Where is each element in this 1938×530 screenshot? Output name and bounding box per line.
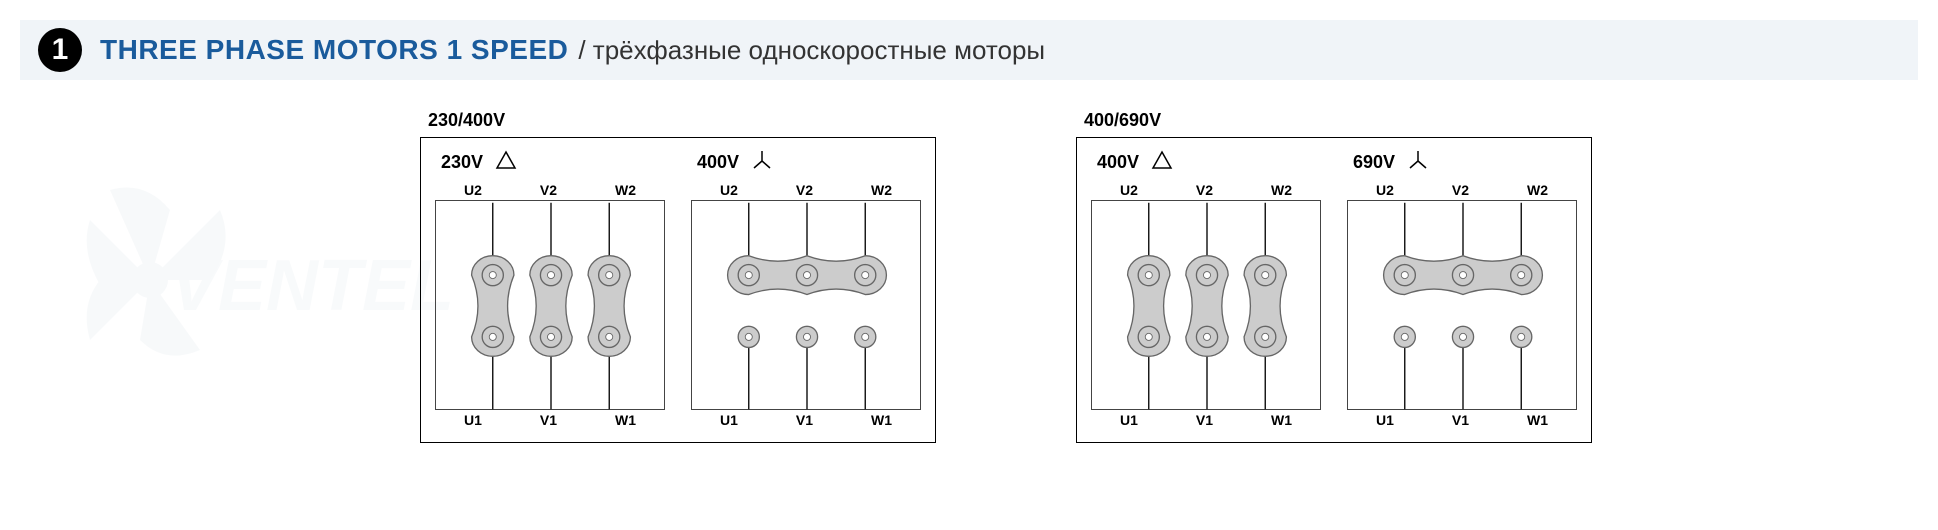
section-number-badge: 1 [38, 28, 82, 72]
config-voltage-label: 230V [441, 152, 483, 173]
terminal-label: U2 [720, 182, 738, 198]
terminal-label: U1 [720, 412, 738, 428]
terminal-box [1091, 200, 1321, 410]
delta-icon [1151, 150, 1173, 170]
voltage-group: 400/690V 400V U2 V2 W2 U1 V1 W1 690V U2 V2 W2 U1 V1 W1 [1076, 110, 1592, 443]
terminal-label: U1 [1120, 412, 1138, 428]
config-voltage-label: 690V [1353, 152, 1395, 173]
terminal-label: W2 [1271, 182, 1292, 198]
wiring-config: 230V U2 V2 W2 U1 V1 W1 [435, 148, 665, 428]
bottom-terminal-labels: U1 V1 W1 [1091, 412, 1321, 428]
terminal-label: W1 [615, 412, 636, 428]
terminal-label: V1 [540, 412, 557, 428]
config-header: 230V [441, 148, 665, 176]
star-icon [751, 149, 773, 176]
terminal-label: W1 [1271, 412, 1292, 428]
group-voltage-label: 230/400V [428, 110, 936, 131]
terminal-label: V1 [796, 412, 813, 428]
terminal-label: W2 [871, 182, 892, 198]
header-bar: 1 THREE PHASE MOTORS 1 SPEED / трёхфазны… [20, 20, 1918, 80]
config-header: 400V [1097, 148, 1321, 176]
terminal-label: U2 [464, 182, 482, 198]
bottom-terminal-labels: U1 V1 W1 [691, 412, 921, 428]
top-terminal-labels: U2 V2 W2 [1091, 182, 1321, 198]
terminal-label: W1 [871, 412, 892, 428]
group-voltage-label: 400/690V [1084, 110, 1592, 131]
terminal-box [691, 200, 921, 410]
watermark: VENTEL [60, 150, 480, 410]
group-outer-box: 400V U2 V2 W2 U1 V1 W1 690V U2 V2 W2 U1 V1 W1 [1076, 137, 1592, 443]
config-header: 690V [1353, 148, 1577, 176]
wiring-config: 400V U2 V2 W2 U1 V1 W1 [1091, 148, 1321, 428]
title-russian: / трёхфазные односкоростные моторы [578, 35, 1045, 66]
bottom-terminal-labels: U1 V1 W1 [1347, 412, 1577, 428]
title-english: THREE PHASE MOTORS 1 SPEED [100, 34, 568, 66]
terminal-label: V2 [540, 182, 557, 198]
top-terminal-labels: U2 V2 W2 [435, 182, 665, 198]
terminal-label: W2 [1527, 182, 1548, 198]
top-terminal-labels: U2 V2 W2 [1347, 182, 1577, 198]
terminal-label: U1 [1376, 412, 1394, 428]
terminal-label: U2 [1376, 182, 1394, 198]
diagrams-row: VENTEL 230/400V 230V U2 V2 W2 U1 V1 W1 400V U2 V2 W… [20, 110, 1918, 443]
terminal-label: V2 [796, 182, 813, 198]
star-icon [751, 149, 773, 171]
svg-text:VENTEL: VENTEL [170, 246, 454, 326]
terminal-label: V1 [1196, 412, 1213, 428]
terminal-label: V1 [1452, 412, 1469, 428]
terminal-box [435, 200, 665, 410]
terminal-label: W1 [1527, 412, 1548, 428]
delta-icon [495, 150, 517, 175]
delta-icon [1151, 150, 1173, 175]
terminal-box [1347, 200, 1577, 410]
terminal-label: V2 [1196, 182, 1213, 198]
config-voltage-label: 400V [1097, 152, 1139, 173]
terminal-label: W2 [615, 182, 636, 198]
top-terminal-labels: U2 V2 W2 [691, 182, 921, 198]
star-icon [1407, 149, 1429, 176]
terminal-label: V2 [1452, 182, 1469, 198]
star-icon [1407, 149, 1429, 171]
config-voltage-label: 400V [697, 152, 739, 173]
config-header: 400V [697, 148, 921, 176]
voltage-group: 230/400V 230V U2 V2 W2 U1 V1 W1 400V U2 V2 W2 U1 V1 W1 [420, 110, 936, 443]
bottom-terminal-labels: U1 V1 W1 [435, 412, 665, 428]
terminal-label: U1 [464, 412, 482, 428]
wiring-config: 400V U2 V2 W2 U1 V1 W1 [691, 148, 921, 428]
wiring-config: 690V U2 V2 W2 U1 V1 W1 [1347, 148, 1577, 428]
group-outer-box: 230V U2 V2 W2 U1 V1 W1 400V U2 V2 W2 U1 V1 W1 [420, 137, 936, 443]
terminal-label: U2 [1120, 182, 1138, 198]
delta-icon [495, 150, 517, 170]
